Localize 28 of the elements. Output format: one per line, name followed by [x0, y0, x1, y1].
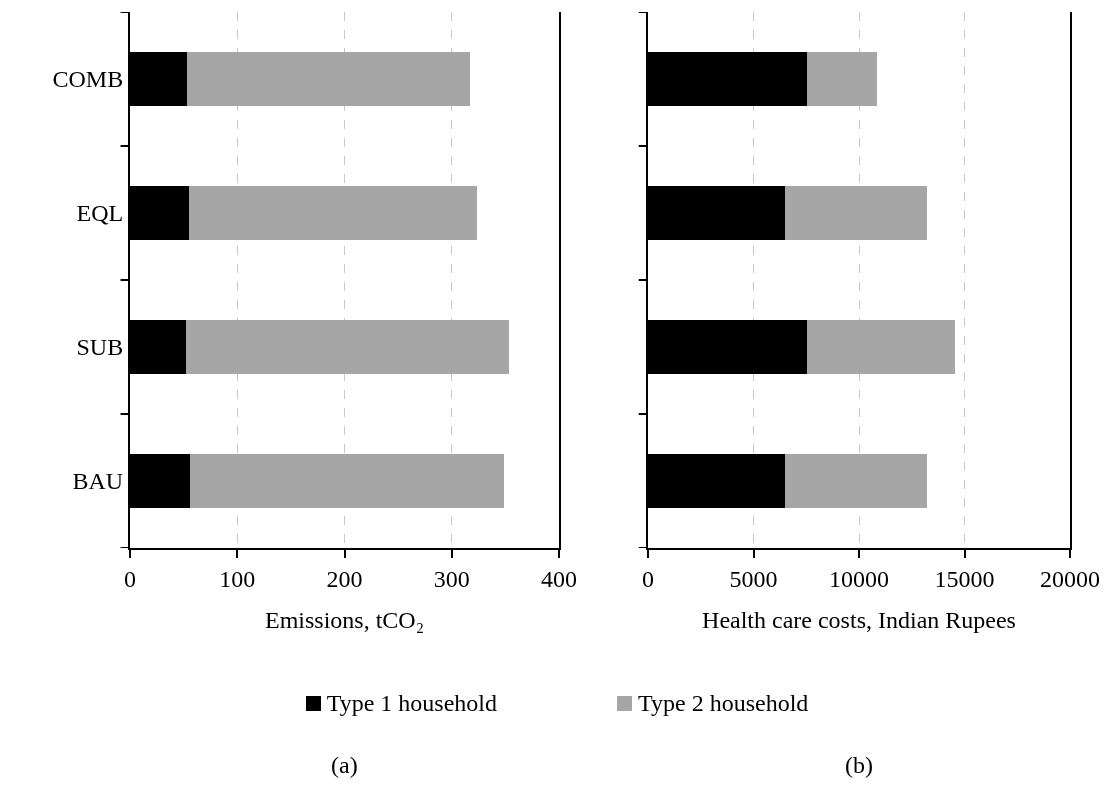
text: (a): [331, 752, 358, 778]
x-tick-label: 0: [124, 565, 136, 592]
bar: [185, 320, 509, 374]
bar: [807, 52, 877, 106]
y-tick-label: BAU: [72, 468, 124, 495]
bar: [190, 454, 505, 508]
x-tick-label: 10000: [829, 565, 889, 592]
x-axis-title: Health care costs, Indian Rupees: [702, 606, 1016, 633]
legend-label: Type 2 household: [638, 690, 809, 717]
x-tick-label: 200: [326, 565, 363, 592]
bar: [785, 186, 927, 240]
x-tick-label: 15000: [934, 565, 995, 592]
x-tick-label: 5000: [729, 565, 778, 592]
x-tick-label: 400: [541, 565, 577, 592]
y-tick-label: COMB: [52, 66, 124, 93]
bar: [785, 454, 927, 508]
text: (b): [845, 752, 873, 778]
legend-label: Type 1 household: [326, 690, 497, 717]
x-tick-label: 0: [642, 565, 654, 592]
y-tick-label: EQL: [76, 200, 124, 227]
y-tick-label: SUB: [76, 334, 124, 361]
bar: [807, 320, 956, 374]
x-tick-label: 100: [219, 565, 256, 592]
x-tick-label: 300: [433, 565, 470, 592]
x-tick-label: 20000: [1040, 565, 1100, 592]
x-axis-title: Emissions, tCO₂: [264, 606, 425, 633]
bar: [188, 186, 478, 240]
bar: [186, 52, 470, 106]
